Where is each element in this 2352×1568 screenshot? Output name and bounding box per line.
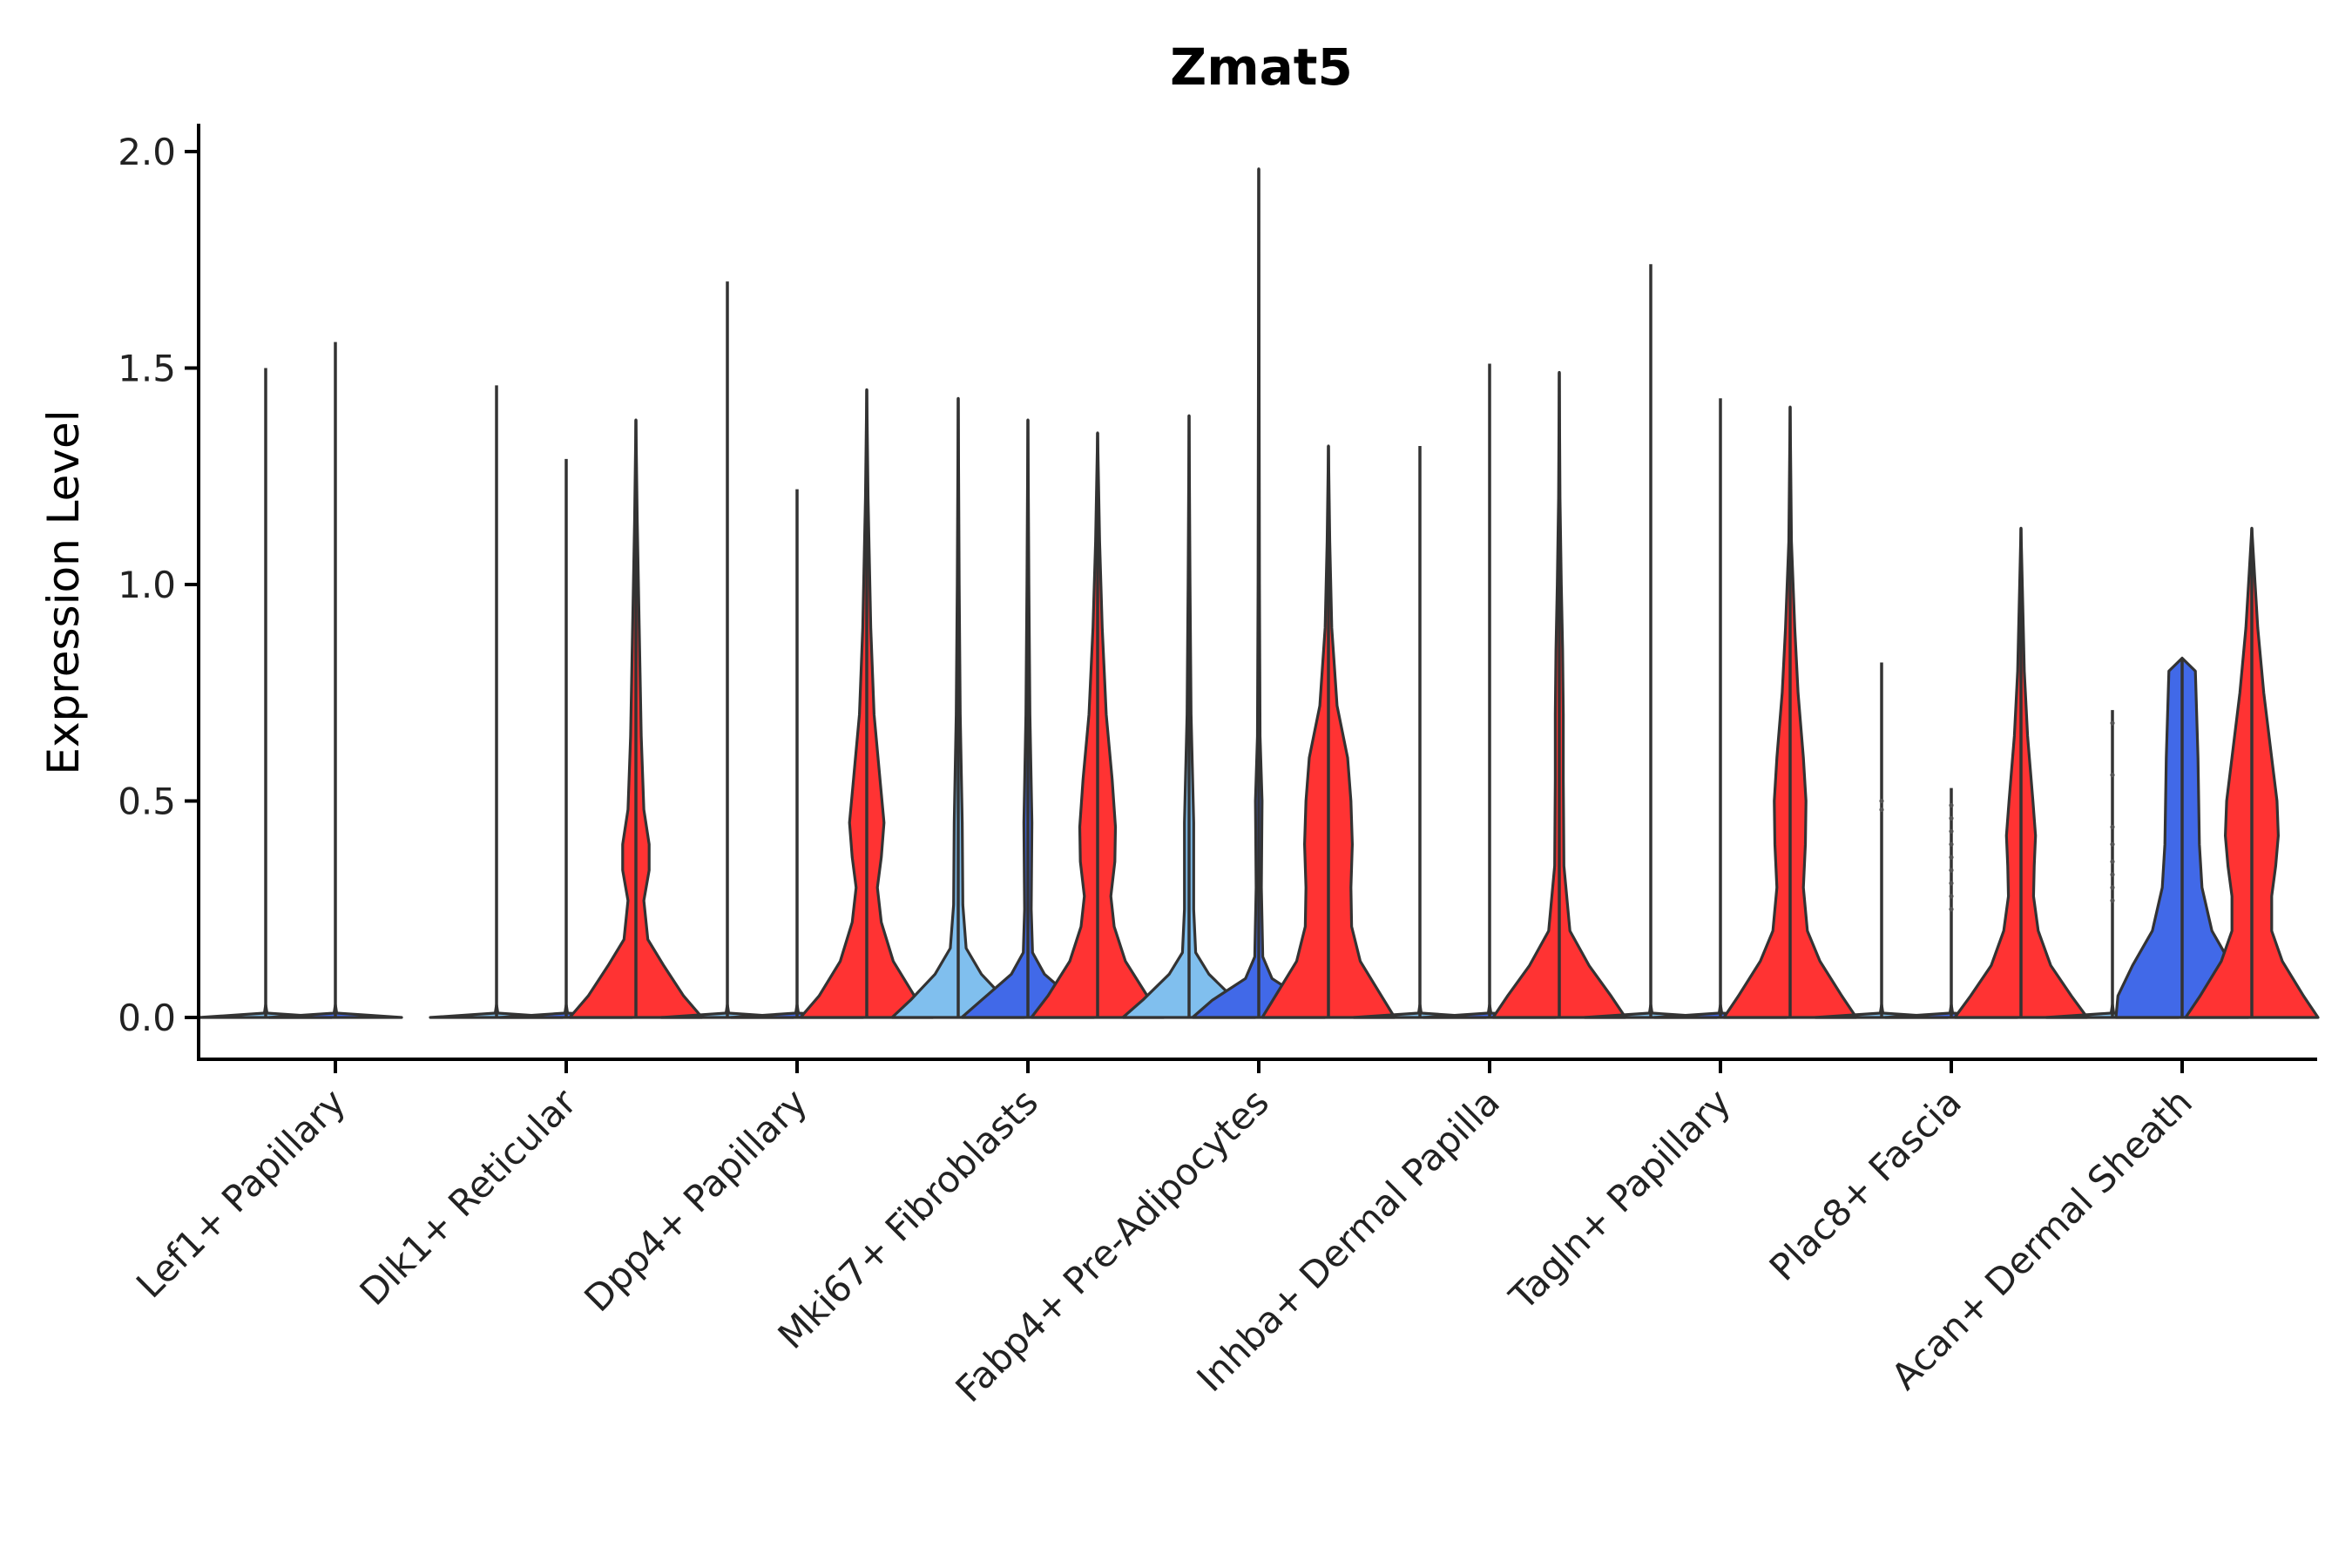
y-tick-label: 2.0 xyxy=(118,131,176,173)
jitter-point-acan-dermal-sheath-2 xyxy=(2110,824,2115,829)
y-tick-label: 0.0 xyxy=(118,997,176,1039)
jitter-point-acan-dermal-sheath-0 xyxy=(2110,720,2115,726)
jitter-point-acan-dermal-sheath-3 xyxy=(2110,841,2115,847)
x-tick-label-dpp4-papillary: Dpp4+ Papillary xyxy=(576,1080,815,1320)
violins-layer xyxy=(198,167,2320,1019)
jitter-point-plac8-fascia-1 xyxy=(1879,807,1884,813)
jitter-point-acan-dermal-sheath-6 xyxy=(2110,885,2115,890)
jitter-point-plac8-fascia-3 xyxy=(1949,841,1954,847)
y-axis-title: Expression Level xyxy=(38,409,89,774)
jitter-point-plac8-fascia-8 xyxy=(1949,907,1954,912)
jitter-point-plac8-fascia-7 xyxy=(1949,894,1954,899)
x-tick-label-dlk1-reticular: Dlk1+ Reticular xyxy=(352,1080,585,1314)
jitter-point-acan-dermal-sheath-7 xyxy=(2110,898,2115,903)
jitter-point-plac8-fascia-0 xyxy=(1949,802,1954,808)
x-tick-label-lef1-papillary: Lef1+ Papillary xyxy=(128,1080,354,1306)
jitter-point-plac8-fascia-1 xyxy=(1949,815,1954,821)
y-tick-label: 1.0 xyxy=(118,564,176,606)
jitter-point-acan-dermal-sheath-4 xyxy=(2110,859,2115,864)
x-tick-label-tagln-papillary: Tagln+ Papillary xyxy=(1501,1080,1739,1318)
x-tick-label-plac8-fascia: Plac8+ Fascia xyxy=(1761,1080,1970,1288)
jitter-point-plac8-fascia-5 xyxy=(1949,868,1954,873)
jitter-point-acan-dermal-sheath-5 xyxy=(2110,872,2115,877)
jitter-point-plac8-fascia-2 xyxy=(1949,828,1954,834)
jitter-point-plac8-fascia-6 xyxy=(1949,881,1954,886)
chart-title: Zmat5 xyxy=(1170,37,1353,97)
jitter-point-plac8-fascia-0 xyxy=(1879,798,1884,804)
jitter-point-plac8-fascia-4 xyxy=(1949,855,1954,860)
y-tick-label: 1.5 xyxy=(118,348,176,390)
jitter-point-acan-dermal-sheath-1 xyxy=(2110,773,2115,778)
x-tick-label-mki67-fibroblasts: Mki67+ Fibroblasts xyxy=(770,1080,1046,1356)
y-tick-label: 0.5 xyxy=(118,781,176,823)
